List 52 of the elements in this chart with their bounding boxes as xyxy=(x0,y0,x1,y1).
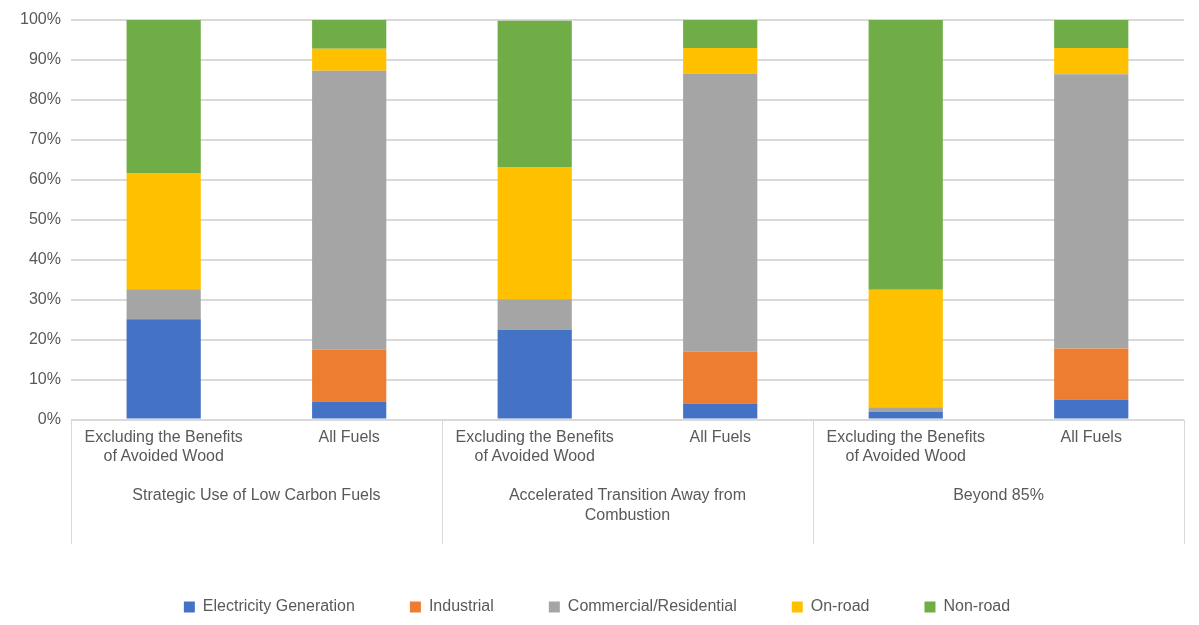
x-tick-label: Excluding the Benefits of Avoided Wood xyxy=(84,427,243,464)
legend-label: On-road xyxy=(810,597,870,615)
bar xyxy=(126,319,201,419)
legend-label: Commercial/Residential xyxy=(567,597,737,615)
bar xyxy=(1054,74,1129,349)
bar xyxy=(497,299,572,330)
x-tick-label: All Fuels xyxy=(1060,427,1122,445)
bar xyxy=(868,412,943,419)
x-tick-label: All Fuels xyxy=(689,427,751,445)
bar xyxy=(683,47,758,74)
bar xyxy=(868,20,943,290)
y-tick-label: 70% xyxy=(28,130,61,148)
y-tick-label: 80% xyxy=(28,90,61,108)
bar xyxy=(868,289,943,408)
text: Accelerated Transition Away from Combustion xyxy=(508,486,747,524)
bar xyxy=(683,403,758,419)
bar xyxy=(1054,47,1129,75)
y-tick-label: 50% xyxy=(28,210,61,228)
legend-label: Electricity Generation xyxy=(202,597,355,615)
bar xyxy=(1054,20,1129,48)
y-tick-label: 30% xyxy=(28,290,61,308)
bar xyxy=(868,407,943,413)
bar xyxy=(497,329,572,419)
bar xyxy=(126,289,201,320)
x-tick-label: All Fuels xyxy=(318,427,380,445)
bar xyxy=(126,20,201,174)
bar xyxy=(312,48,387,71)
y-tick-label: 60% xyxy=(28,170,61,188)
x-tick-label: Excluding the Benefits of Avoided Wood xyxy=(455,427,614,464)
y-tick-label: 20% xyxy=(28,330,61,348)
bar xyxy=(312,401,387,419)
bar xyxy=(497,20,572,168)
text: Beyond 85% xyxy=(953,486,1044,504)
bar xyxy=(312,70,387,350)
legend-label: Industrial xyxy=(428,597,494,615)
bar xyxy=(126,173,201,290)
bar xyxy=(497,167,572,300)
legend-label: Non-road xyxy=(943,597,1011,615)
bar xyxy=(683,20,758,48)
bar xyxy=(683,351,758,404)
bar xyxy=(1054,399,1129,419)
bar xyxy=(312,20,387,49)
bar xyxy=(683,73,758,352)
bar xyxy=(312,349,387,402)
y-tick-label: 90% xyxy=(28,50,61,68)
bar xyxy=(1054,348,1129,400)
text: Strategic Use of Low Carbon Fuels xyxy=(132,486,381,504)
x-tick-label: Excluding the Benefits of Avoided Wood xyxy=(826,427,985,464)
y-tick-label: 100% xyxy=(20,10,61,28)
y-tick-label: 40% xyxy=(28,250,61,268)
y-tick-label: 10% xyxy=(28,370,61,388)
y-tick-label: 0% xyxy=(37,410,61,428)
